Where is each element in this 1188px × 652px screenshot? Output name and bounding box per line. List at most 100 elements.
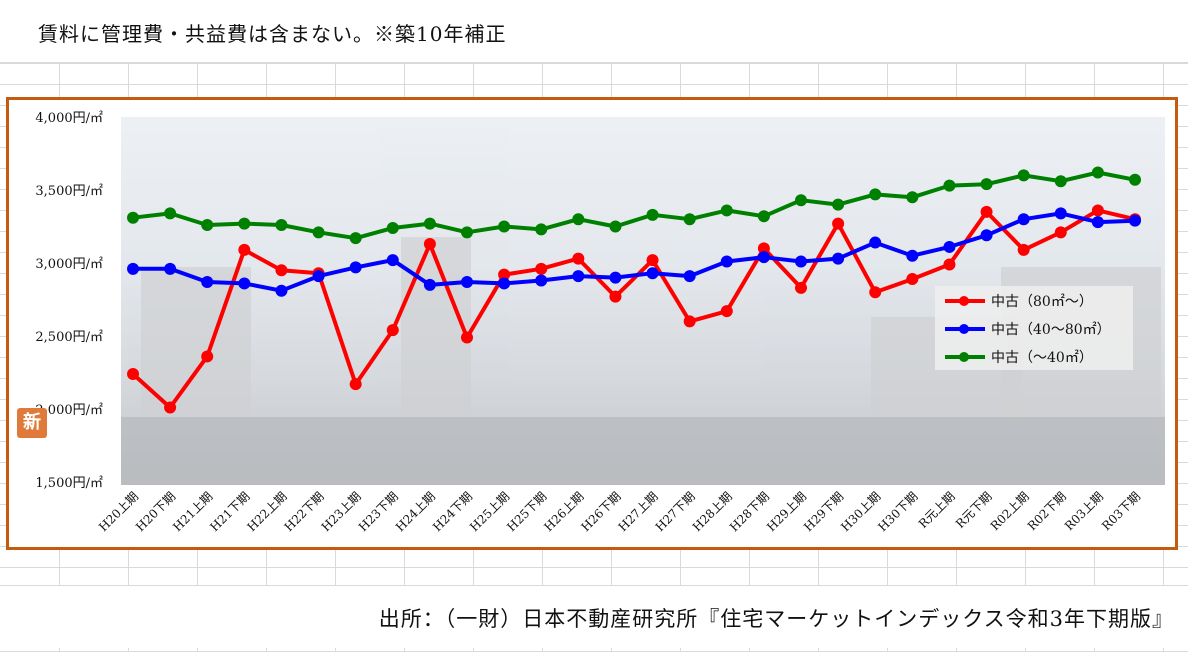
x-tick-label: H28下期	[727, 489, 772, 534]
header-band: 賃料に管理費・共益費は含まない。※築10年補正	[0, 0, 1188, 63]
data-point	[312, 270, 325, 283]
x-tick-label: H30上期	[838, 489, 883, 534]
x-tick-label: H24下期	[430, 489, 475, 534]
data-point	[535, 274, 548, 287]
data-point	[201, 275, 214, 288]
series-line-1	[133, 211, 1136, 293]
data-point	[535, 223, 548, 236]
data-point	[683, 213, 696, 226]
data-point	[832, 252, 845, 265]
x-tick-label: H26上期	[541, 489, 586, 534]
x-tick-label: R02下期	[1025, 489, 1069, 533]
legend-marker-green	[959, 352, 969, 362]
x-tick-label: H23下期	[356, 489, 401, 534]
data-point	[980, 229, 993, 242]
x-tick-label: H21下期	[207, 489, 252, 534]
x-tick-label: R元上期	[916, 489, 958, 531]
x-tick-label: H25下期	[504, 489, 549, 534]
data-point	[1017, 243, 1030, 256]
data-point	[1054, 226, 1067, 239]
data-point	[869, 236, 882, 249]
x-tick-label: H29上期	[764, 489, 809, 534]
data-point	[164, 207, 177, 220]
data-point	[498, 268, 511, 281]
x-tick-label: H27上期	[616, 489, 661, 534]
data-point	[869, 188, 882, 201]
legend-label-red: 中古（80㎡～）	[991, 294, 1093, 310]
data-point	[720, 255, 733, 268]
data-point	[757, 251, 770, 264]
legend-marker-red	[959, 296, 969, 306]
data-point	[832, 217, 845, 230]
data-point	[1091, 216, 1104, 229]
data-point	[980, 205, 993, 218]
data-point	[646, 208, 659, 221]
data-point	[1091, 166, 1104, 179]
series-line-2	[132, 170, 1136, 241]
data-point	[906, 273, 919, 286]
y-tick-label: 1,500円/㎡	[35, 476, 103, 491]
x-tick-label: H26下期	[578, 489, 623, 534]
data-point	[275, 264, 288, 277]
data-point	[201, 219, 214, 232]
x-tick-label: H29下期	[801, 489, 846, 534]
photo-building	[401, 237, 471, 417]
x-tick-label: H23上期	[319, 489, 364, 534]
data-point	[461, 275, 473, 288]
data-point	[127, 211, 139, 224]
data-point	[275, 219, 288, 232]
x-tick-label: R03下期	[1099, 489, 1143, 533]
data-point	[535, 262, 548, 275]
data-point	[461, 331, 473, 344]
data-point	[869, 286, 882, 299]
chart-legend: 中古（80㎡～） 中古（40～80㎡） 中古（～40㎡）	[935, 286, 1133, 370]
data-point	[164, 262, 177, 275]
data-point	[423, 217, 436, 230]
x-tick-label: H25上期	[467, 489, 512, 534]
data-point	[609, 290, 622, 303]
legend-item-red: 中古（80㎡～）	[943, 288, 1133, 314]
y-tick-label: 2,500円/㎡	[35, 330, 103, 345]
data-point	[906, 249, 919, 262]
data-point	[386, 254, 399, 267]
data-point	[164, 401, 177, 414]
data-point	[609, 220, 622, 233]
new-badge: 新	[17, 408, 47, 438]
footer-band	[0, 585, 1188, 648]
data-point	[609, 271, 622, 284]
data-point	[238, 217, 251, 230]
legend-label-green: 中古（～40㎡）	[991, 350, 1093, 366]
data-point	[683, 270, 696, 283]
data-point	[757, 242, 770, 255]
x-tick-label: H30下期	[875, 489, 920, 534]
y-tick-label: 4,000円/㎡	[35, 111, 103, 126]
data-point	[646, 267, 659, 280]
x-tick-label: H20下期	[133, 489, 178, 534]
data-point	[943, 240, 956, 253]
data-point	[1129, 173, 1141, 186]
data-point	[683, 315, 696, 328]
data-point	[720, 305, 733, 318]
data-point	[1054, 175, 1067, 188]
rent-note: 賃料に管理費・共益費は含まない。※築10年補正	[38, 22, 507, 46]
data-point	[461, 226, 473, 239]
data-point	[238, 277, 251, 290]
data-point	[386, 221, 399, 234]
legend-item-blue: 中古（40～80㎡）	[943, 316, 1133, 342]
data-point	[238, 243, 251, 256]
data-point	[943, 258, 956, 271]
data-point	[795, 255, 807, 268]
data-point	[572, 270, 585, 283]
data-point	[349, 232, 362, 245]
data-point	[1017, 169, 1030, 182]
data-point	[1129, 214, 1141, 227]
x-tick-label: H22下期	[282, 489, 327, 534]
y-tick-label: 2,000円/㎡	[35, 403, 103, 418]
y-tick-label: 3,000円/㎡	[35, 257, 103, 272]
data-point	[720, 204, 733, 217]
legend-label-blue: 中古（40～80㎡）	[991, 322, 1111, 338]
data-point	[943, 179, 956, 192]
x-tick-label: H21上期	[170, 489, 215, 534]
data-point	[498, 220, 511, 233]
data-point	[795, 194, 807, 207]
